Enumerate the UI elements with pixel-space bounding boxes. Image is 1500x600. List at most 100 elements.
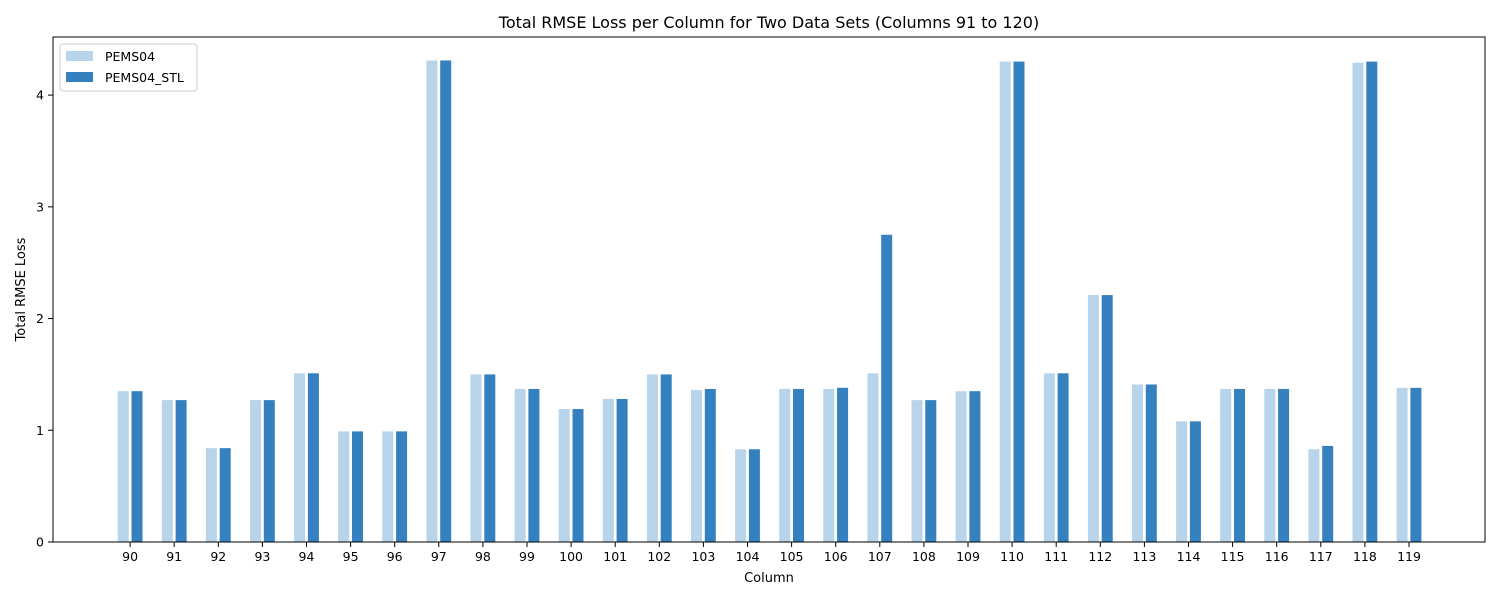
chart-title: Total RMSE Loss per Column for Two Data … [498,13,1039,32]
x-tick-label: 118 [1353,549,1377,564]
bar-pems04-stl-101 [616,398,628,542]
bar-pems04-112 [1087,295,1099,542]
x-tick-label: 105 [780,549,804,564]
x-tick-label: 110 [1000,549,1024,564]
bar-pems04-111 [1043,373,1055,542]
legend-label-pems04: PEMS04 [105,49,155,64]
bar-pems04-113 [1132,384,1143,542]
x-tick-label: 94 [299,549,315,564]
bar-pems04-90 [117,391,129,542]
bar-pems04-stl-93 [263,400,275,542]
bar-pems04-stl-104 [748,449,760,542]
x-tick-label: 119 [1397,549,1421,564]
bar-pems04-stl-115 [1234,388,1245,542]
y-tick-label: 4 [36,88,44,103]
bar-pems04-stl-97 [440,60,452,543]
bar-pems04-stl-103 [704,388,716,542]
bar-pems04-104 [735,449,747,542]
bar-pems04-94 [294,373,306,542]
bar-pems04-118 [1352,62,1364,542]
bar-pems04-106 [823,388,835,542]
x-tick-label: 106 [824,549,848,564]
y-axis-label: Total RMSE Loss [14,237,29,342]
plot-frame [52,36,1486,543]
bar-pems04-stl-91 [175,400,187,542]
legend-swatch-pems04 [66,51,93,61]
bar-pems04-stl-109 [969,391,981,542]
bar-pems04-stl-118 [1366,61,1378,542]
bar-pems04-stl-96 [396,431,408,542]
bar-pems04-stl-108 [925,400,937,542]
bar-pems04-stl-105 [793,388,804,542]
legend: PEMS04 PEMS04_STL [59,43,198,92]
x-tick-label: 95 [343,549,359,564]
x-tick-label: 115 [1221,549,1245,564]
x-tick-label: 107 [868,549,892,564]
legend-swatch-pems04-stl [66,72,93,82]
bar-pems04-stl-114 [1189,421,1201,542]
bar-pems04-103 [691,390,702,542]
x-axis-ticks: 90 91 92 93 94 95 96 97 98 99 100 101 102 103 104 105 10… [122,542,1421,564]
x-tick-label: 109 [956,549,980,564]
bar-pems04-98 [470,374,482,542]
bar-pems04-stl-106 [837,387,849,542]
bar-pems04-stl-107 [881,234,893,542]
bar-pems04-105 [779,388,791,542]
bar-pems04-stl-112 [1101,295,1113,542]
x-tick-label: 98 [475,549,491,564]
x-tick-label: 104 [736,549,760,564]
x-tick-label: 117 [1309,549,1333,564]
x-tick-label: 91 [166,549,182,564]
x-tick-label: 90 [122,549,138,564]
bar-pems04-stl-102 [660,374,672,542]
x-tick-label: 96 [387,549,403,564]
bar-pems04-110 [999,61,1011,542]
y-tick-label: 2 [36,311,44,326]
y-axis-ticks: 0 1 2 3 4 [36,88,53,550]
x-tick-label: 102 [647,549,671,564]
bar-pems04-91 [161,400,173,542]
x-tick-label: 103 [691,549,715,564]
bar-pems04-107 [867,373,879,542]
bar-pems04-stl-99 [528,388,540,542]
bar-pems04-92 [205,448,217,542]
bar-pems04-stl-95 [352,431,363,542]
bar-pems04-102 [646,374,658,542]
x-tick-label: 100 [559,549,583,564]
bar-pems04-stl-116 [1278,388,1290,542]
x-tick-label: 93 [254,549,270,564]
bar-pems04-stl-94 [307,373,319,542]
bar-pems04-119 [1396,387,1408,542]
bar-pems04-stl-113 [1145,384,1157,542]
bar-pems04-116 [1264,388,1276,542]
bar-pems04-stl-117 [1322,445,1334,542]
x-tick-label: 113 [1132,549,1156,564]
x-tick-label: 97 [431,549,447,564]
bar-pems04-stl-110 [1013,61,1025,542]
x-tick-label: 108 [912,549,936,564]
x-tick-label: 111 [1044,549,1068,564]
bar-pems04-114 [1176,421,1188,542]
x-tick-label: 116 [1265,549,1289,564]
x-tick-label: 92 [210,549,226,564]
bar-pems04-stl-111 [1057,373,1069,542]
bar-pems04-stl-100 [572,409,584,542]
bar-pems04-97 [426,60,438,543]
bar-pems04-100 [558,409,570,542]
bar-pems04-95 [338,431,350,542]
bar-pems04-stl-90 [131,391,143,542]
bar-pems04-109 [955,391,967,542]
bar-pems04-stl-92 [219,448,231,542]
legend-box [59,43,198,92]
bar-pems04-stl-119 [1410,387,1422,542]
bars-group [117,60,1422,543]
bar-pems04-99 [514,388,526,542]
y-tick-label: 3 [36,199,44,214]
bar-pems04-108 [911,400,923,542]
bar-pems04-117 [1308,449,1320,542]
x-tick-label: 101 [603,549,627,564]
bar-pems04-115 [1220,388,1232,542]
y-tick-label: 0 [36,535,44,550]
bar-pems04-96 [382,431,394,542]
